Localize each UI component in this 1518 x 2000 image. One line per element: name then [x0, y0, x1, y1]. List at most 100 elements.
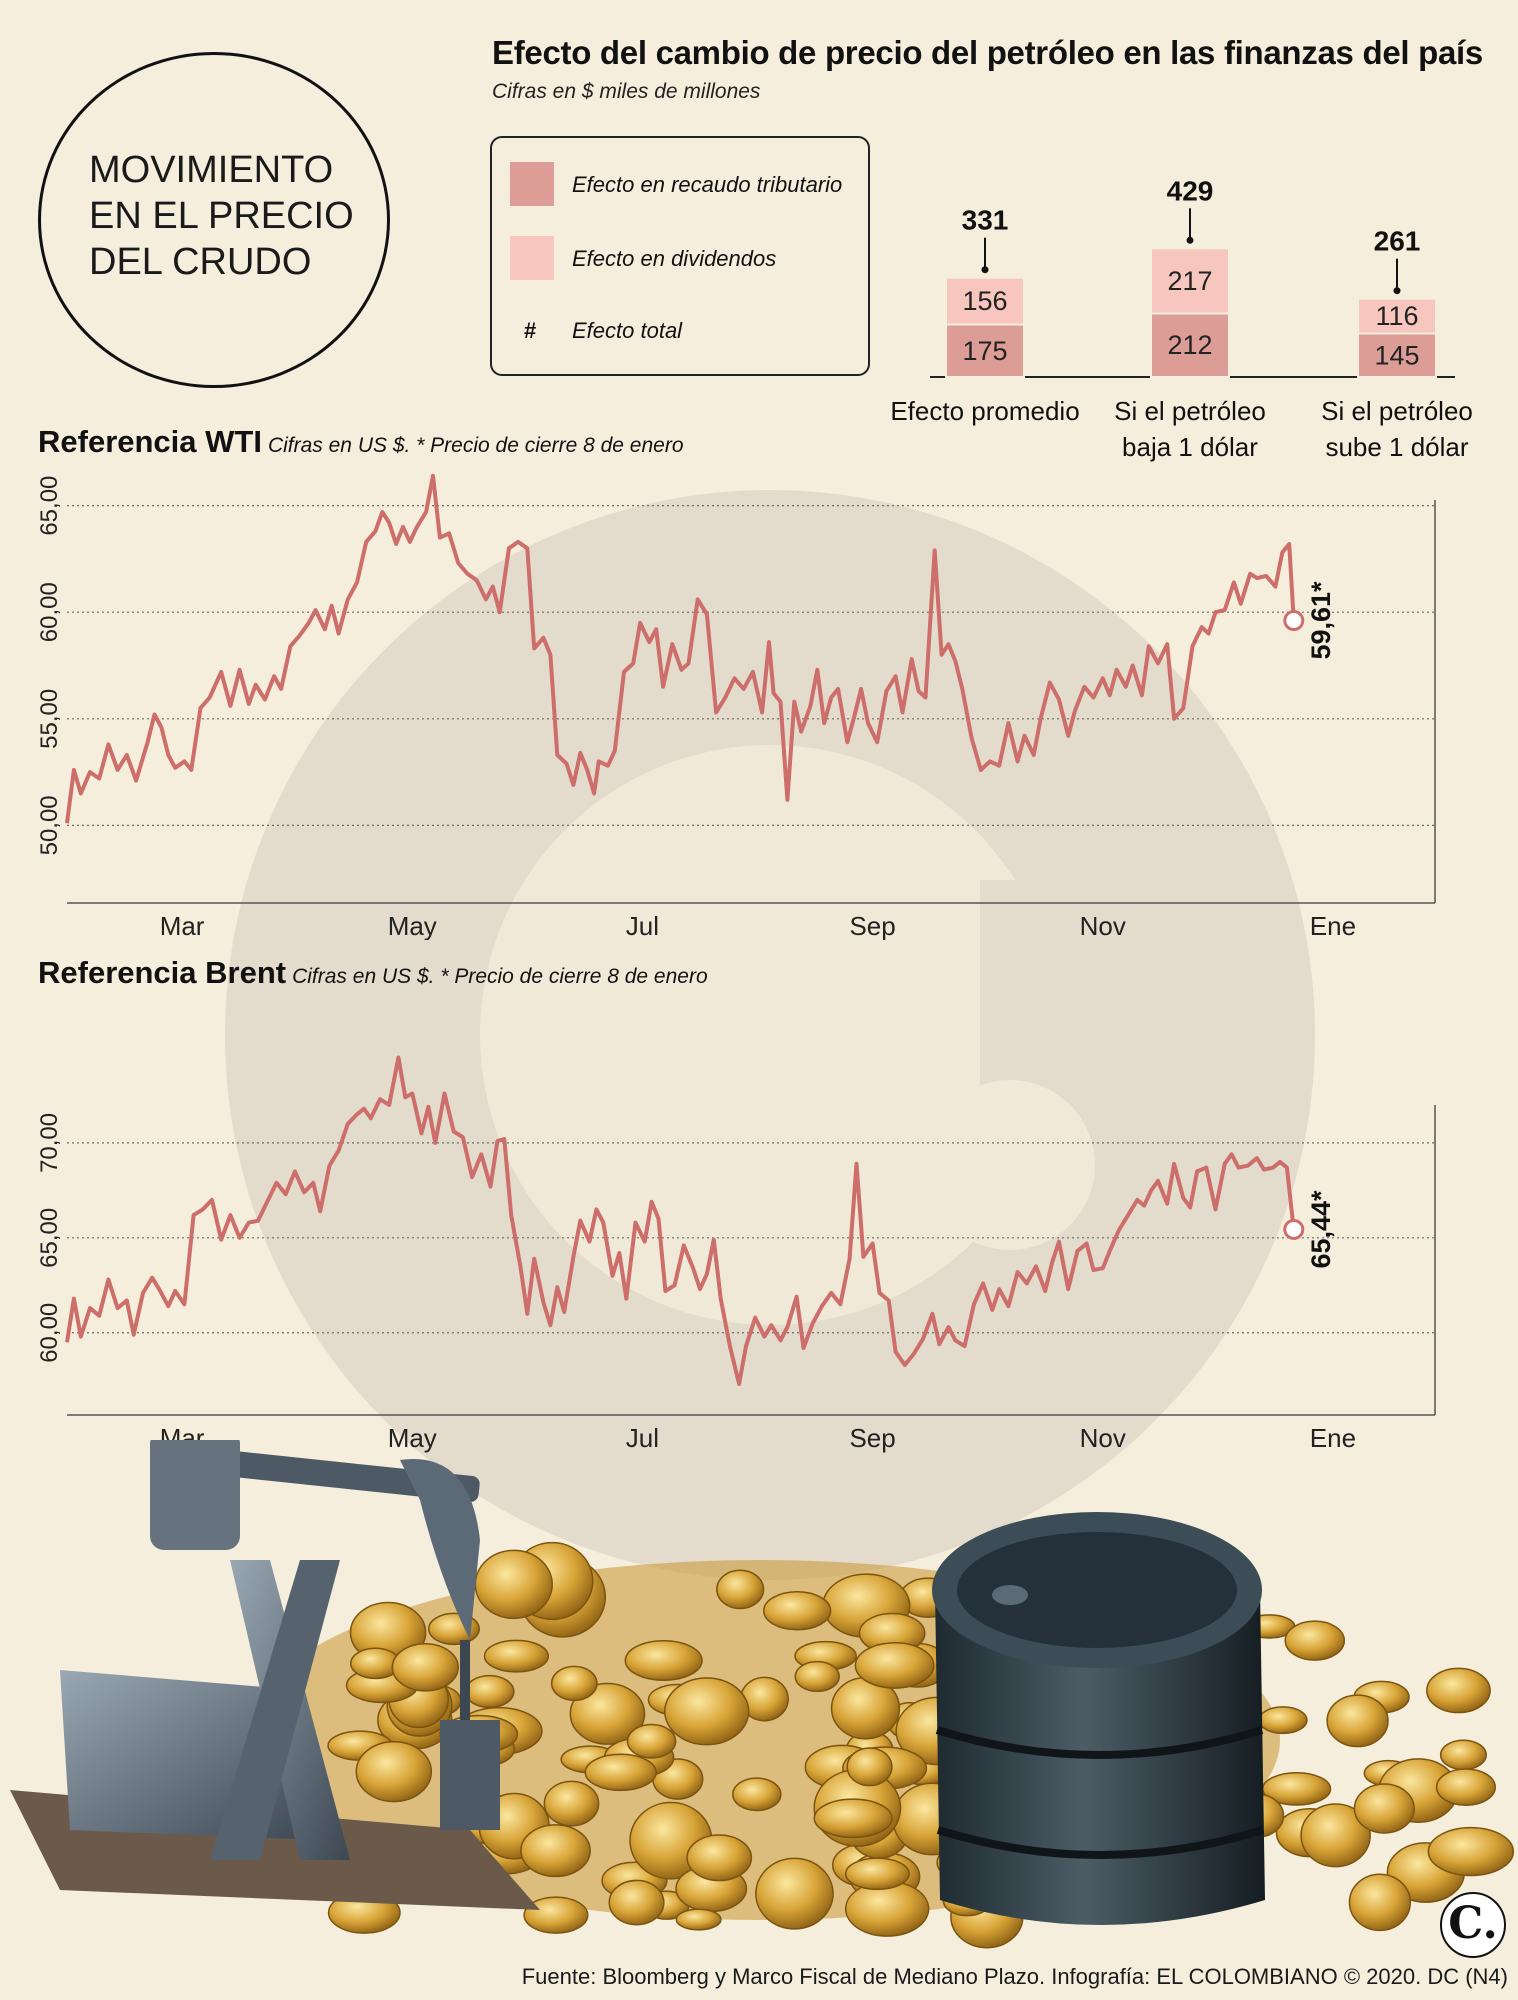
y-tick-label: 60,00 — [36, 1303, 63, 1363]
gold-coin-icon — [844, 1857, 910, 1891]
effects-legend: Efecto en recaudo tributario Efecto en d… — [490, 136, 870, 376]
end-point-marker — [1283, 610, 1305, 632]
x-tick-label: Sep — [849, 1423, 895, 1453]
gold-coin-icon — [1439, 1739, 1487, 1771]
x-tick-label: Jul — [626, 1423, 659, 1453]
gold-coin-icon — [1435, 1768, 1496, 1807]
effects-title: Efecto del cambio de precio del petróleo… — [492, 34, 1483, 71]
gold-coin-icon — [716, 1569, 765, 1610]
el-colombiano-logo: C. — [1440, 1892, 1506, 1958]
bar-category-label: sube 1 dólar — [1325, 432, 1468, 462]
gold-coin-icon — [1426, 1667, 1491, 1714]
x-tick-label: Ene — [1310, 1423, 1356, 1453]
y-tick-label: 65,00 — [36, 1208, 63, 1268]
y-tick-label: 50,00 — [36, 795, 63, 855]
end-point-marker — [1283, 1218, 1305, 1240]
bar-value-label: 212 — [1167, 330, 1212, 360]
tax-swatch — [510, 162, 554, 206]
gold-coin-icon — [474, 1549, 553, 1620]
gold-coin-icon — [846, 1747, 893, 1787]
effects-subtitle: Cifras en $ miles de millones — [492, 80, 761, 103]
x-tick-label: Sep — [849, 911, 895, 940]
gold-coin-icon — [584, 1753, 657, 1792]
brent-note: Cifras en US $. * Precio de cierre 8 de … — [292, 965, 708, 988]
bar-segment — [1357, 297, 1437, 335]
bar-category-label: Si el petróleo — [1114, 396, 1266, 426]
x-tick-label: Nov — [1080, 911, 1126, 940]
gold-coin-icon — [763, 1590, 832, 1631]
gold-coin-icon — [624, 1639, 703, 1682]
gold-coin-icon — [813, 1798, 893, 1839]
bar-value-label: 175 — [962, 336, 1007, 366]
gold-coin-icon — [664, 1677, 750, 1746]
total-leader-dot — [1186, 236, 1194, 244]
gold-coin-icon — [732, 1777, 782, 1812]
brent-title-block: Referencia Brent Cifras en US $. * Precio… — [38, 955, 708, 991]
legend-label-dividends: Efecto en dividendos — [572, 246, 777, 271]
y-tick-label: 55,00 — [36, 689, 63, 749]
gold-coin-icon — [675, 1908, 722, 1931]
gold-coin-icon — [1353, 1783, 1415, 1834]
wti-line-chart: 50,00 55,00 60,00 65,00 Mar May Jul Sep Nov Ene 59… — [36, 473, 1436, 940]
oil-barrel-icon — [932, 1512, 1265, 1925]
wti-title-block: Referencia WTI Cifras en US $. * Precio d… — [38, 424, 684, 460]
gold-coin-icon — [391, 1642, 459, 1692]
gold-coin-icon — [844, 1880, 930, 1937]
bar-category-label: Si el petróleo — [1321, 396, 1473, 426]
bar-total-label: 261 — [1374, 226, 1421, 257]
gold-coin-icon — [755, 1857, 834, 1930]
gold-coin-icon — [523, 1896, 589, 1934]
gold-coin-icon — [686, 1834, 753, 1882]
x-tick-label: May — [388, 911, 437, 940]
y-tick-label: 60,00 — [36, 582, 63, 642]
gold-coin-icon — [543, 1780, 600, 1827]
gold-coin-icon — [626, 1723, 677, 1759]
gold-coin-icon — [1326, 1694, 1389, 1748]
bar-value-label: 217 — [1167, 266, 1212, 296]
x-tick-label: May — [388, 1423, 437, 1453]
gold-coin-icon — [569, 1682, 646, 1745]
gold-coin-icon — [854, 1642, 935, 1689]
dividends-swatch — [510, 236, 554, 280]
gold-coin-icon — [355, 1741, 433, 1803]
total-symbol: # — [524, 318, 537, 343]
legend-label-tax: Efecto en recaudo tributario — [572, 172, 843, 197]
gold-coin-icon — [464, 1674, 515, 1709]
wti-note: Cifras en US $. * Precio de cierre 8 de … — [267, 434, 684, 457]
brent-title: Referencia Brent — [38, 955, 287, 990]
x-tick-label: Ene — [1310, 911, 1356, 940]
total-leader-dot — [981, 266, 989, 274]
bar-category-label: Efecto promedio — [890, 396, 1079, 426]
effects-bar-chart: 175 156 331 Efecto promedio 212 217 429 Si el p… — [890, 175, 1473, 462]
end-value-label: 65,44* — [1306, 1190, 1336, 1269]
oil-illustration — [10, 1440, 1515, 1949]
gold-coin-icon — [550, 1665, 598, 1702]
total-leader-dot — [1393, 287, 1401, 295]
main-title: MOVIMIENTO EN EL PRECIO DEL CRUDO — [89, 149, 354, 283]
source-footer: Fuente: Bloomberg y Marco Fiscal de Medi… — [521, 1964, 1508, 1989]
x-tick-label: Jul — [626, 911, 659, 940]
price-line — [65, 473, 1296, 824]
bar-value-label: 116 — [1375, 301, 1418, 331]
y-tick-label: 65,00 — [36, 476, 63, 536]
bar-segment — [945, 276, 1025, 326]
wti-title: Referencia WTI — [38, 424, 262, 459]
bar-category-label: baja 1 dólar — [1122, 432, 1258, 462]
legend-label-total: Efecto total — [572, 318, 683, 343]
bar-value-label: 156 — [962, 286, 1007, 316]
bar-total-label: 331 — [962, 205, 1009, 236]
bar-total-label: 429 — [1167, 175, 1214, 206]
gold-coin-icon — [1427, 1826, 1515, 1877]
x-tick-label: Nov — [1080, 1423, 1126, 1453]
x-tick-label: Mar — [160, 911, 205, 940]
y-tick-label: 70,00 — [36, 1113, 63, 1173]
pumpjack-icon — [10, 1440, 540, 1910]
main-title-circle: MOVIMIENTO EN EL PRECIO DEL CRUDO — [38, 52, 390, 388]
gold-coin-icon — [1258, 1706, 1308, 1735]
gold-coin-icon — [794, 1660, 840, 1693]
gold-coin-icon — [1300, 1803, 1371, 1868]
bar-segment — [1150, 312, 1230, 378]
